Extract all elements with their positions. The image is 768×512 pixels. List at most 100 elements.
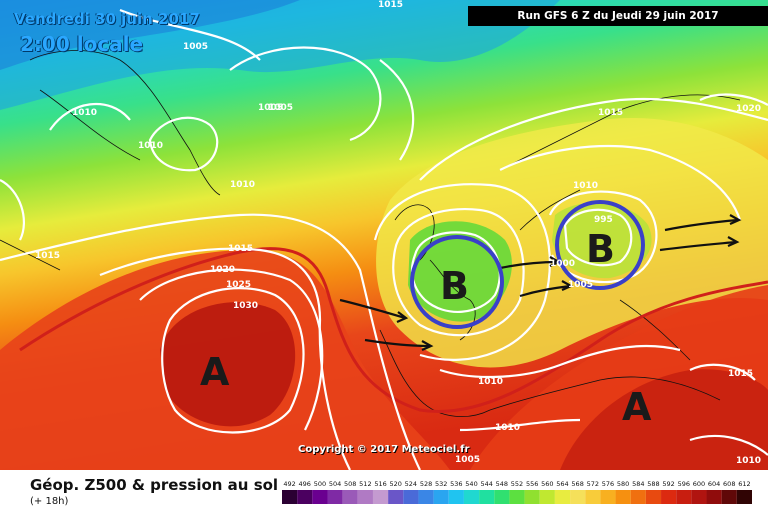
low-pressure-label: B xyxy=(586,227,615,271)
legend-value: 536 xyxy=(450,480,462,488)
legend-swatch xyxy=(463,490,480,504)
legend-swatch xyxy=(645,490,662,504)
cold-region xyxy=(0,0,560,110)
legend-swatch xyxy=(509,490,525,504)
legend-value: 572 xyxy=(587,480,599,488)
legend-value: 580 xyxy=(617,480,629,488)
legend-title: Géop. Z500 & pression au sol xyxy=(30,476,279,494)
isobar-label: 1005 xyxy=(455,455,480,465)
isobar-label: 1015 xyxy=(228,244,253,254)
legend-swatch xyxy=(327,490,343,504)
isobar-label: 1010 xyxy=(72,108,97,118)
isobar-label: 1015 xyxy=(378,0,403,10)
copyright: Copyright © 2017 Meteociel.fr xyxy=(298,444,470,455)
time-title: 2:00 locale xyxy=(20,32,144,56)
legend-swatch xyxy=(372,490,389,504)
legend-value: 564 xyxy=(556,480,568,488)
legend-value: 524 xyxy=(405,480,417,488)
legend-swatch xyxy=(570,490,586,504)
isobar-label: 995 xyxy=(594,215,613,225)
z500-5880-contour xyxy=(19,247,768,413)
run-info: Run GFS 6 Z du Jeudi 29 juin 2017 xyxy=(468,6,768,26)
isobar-label: 1000 xyxy=(550,259,575,269)
isobar-label: 1015 xyxy=(598,108,623,118)
legend-swatch xyxy=(388,490,404,504)
isobar-label: 1010 xyxy=(736,456,761,466)
legend-value: 588 xyxy=(647,480,659,488)
legend-swatch xyxy=(494,490,510,504)
isobar-label: 1020 xyxy=(210,265,235,275)
coastlines xyxy=(0,50,741,417)
legend-swatch xyxy=(585,490,601,504)
legend-swatch xyxy=(691,490,707,504)
legend-swatch xyxy=(403,490,419,504)
legend-swatch xyxy=(479,490,495,504)
legend-value: 560 xyxy=(541,480,553,488)
legend-value: 504 xyxy=(329,480,341,488)
med-high-core xyxy=(560,369,768,470)
isobar-label: 1005 xyxy=(258,103,283,113)
date-title: Vendredi 30 juin 2017 xyxy=(14,10,200,28)
legend-swatch xyxy=(615,490,631,504)
legend-swatch xyxy=(736,490,752,504)
legend-value: 556 xyxy=(526,480,538,488)
cold-region-north xyxy=(0,0,300,70)
isobar-label: 1005 xyxy=(268,103,293,113)
legend-swatch xyxy=(312,490,328,504)
high-pressure-label: A xyxy=(622,385,652,429)
legend-swatch xyxy=(342,490,358,504)
isobar-label: 1005 xyxy=(568,280,593,290)
legend-value: 492 xyxy=(283,480,295,488)
legend-value: 584 xyxy=(632,480,644,488)
legend-value: 568 xyxy=(571,480,583,488)
isobar-label: 1025 xyxy=(226,280,251,290)
legend-value: 552 xyxy=(511,480,523,488)
legend-swatch xyxy=(539,490,555,504)
low-circle xyxy=(410,235,504,329)
isobar-label: 1030 xyxy=(233,301,258,311)
legend-value: 516 xyxy=(374,480,386,488)
low-circle xyxy=(555,200,645,290)
low-pressure-label: B xyxy=(440,264,469,308)
isobar-label: 1020 xyxy=(736,104,761,114)
legend-value: 532 xyxy=(435,480,447,488)
legend-value: 508 xyxy=(344,480,356,488)
legend-swatch xyxy=(721,490,737,504)
legend-value: 600 xyxy=(693,480,705,488)
legend-swatch xyxy=(418,490,434,504)
weather-map: 1015100510101005100510101015102010251030… xyxy=(0,0,768,470)
legend-subtitle: (+ 18h) xyxy=(30,496,69,507)
legend-value: 496 xyxy=(299,480,311,488)
legend-swatch xyxy=(433,490,449,504)
isobars xyxy=(0,8,768,470)
legend-swatch xyxy=(524,490,540,504)
legend-value: 592 xyxy=(662,480,674,488)
legend-swatch xyxy=(357,490,373,504)
legend-swatch xyxy=(282,490,298,504)
isobar-label: 1010 xyxy=(230,180,255,190)
isobar-label: 1005 xyxy=(183,42,208,52)
legend-value: 548 xyxy=(496,480,508,488)
flow-arrows xyxy=(339,214,742,352)
legend-value: 604 xyxy=(708,480,720,488)
high-pressure-label: A xyxy=(200,350,230,394)
legend-value: 596 xyxy=(678,480,690,488)
legend-swatch xyxy=(600,490,616,504)
legend-value: 520 xyxy=(389,480,401,488)
legend-value: 544 xyxy=(480,480,492,488)
isobar-label: 1010 xyxy=(495,423,520,433)
atlantic-high-core xyxy=(160,302,296,427)
legend-scale: 492 496 500 504 508 512 516 520 524 528 532 536 540 5… xyxy=(282,480,752,504)
legend-value: 500 xyxy=(314,480,326,488)
legend-value: 608 xyxy=(723,480,735,488)
legend-swatch xyxy=(706,490,722,504)
isobar-label: 1015 xyxy=(35,251,60,261)
legend-value: 612 xyxy=(738,480,750,488)
isobar-label: 1010 xyxy=(478,377,503,387)
legend-value: 512 xyxy=(359,480,371,488)
legend-swatch xyxy=(297,490,313,504)
isobar-label: 1010 xyxy=(573,181,598,191)
legend-swatch xyxy=(676,490,692,504)
legend-swatch xyxy=(448,490,464,504)
